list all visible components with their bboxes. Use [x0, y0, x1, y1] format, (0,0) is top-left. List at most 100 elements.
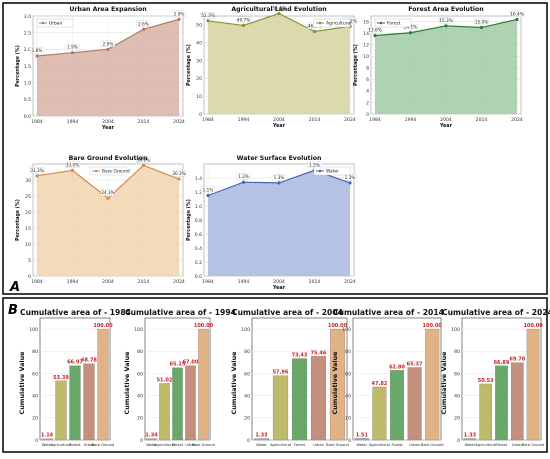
data-point [241, 180, 246, 184]
bar-value-label: 66.89 [494, 360, 510, 366]
x-tick-label: Water [42, 443, 53, 447]
legend-box [89, 166, 127, 176]
data-point [70, 168, 75, 172]
data-label-box [65, 43, 80, 51]
panel-b-frame [2, 297, 548, 453]
data-point [141, 163, 146, 167]
y-tick-label: 2.5 [24, 30, 31, 36]
data-point [277, 181, 281, 185]
data-label: 31.3% [30, 168, 43, 173]
y-tick-label: 20 [345, 416, 351, 422]
series-area [208, 170, 350, 276]
y-axis-label: Percentage (%) [186, 44, 192, 86]
x-tick-label: 2004 [102, 119, 114, 125]
y-tick-label: 16 [363, 20, 369, 26]
y-tick-label: 3.0 [24, 14, 31, 20]
x-tick-label: 1994 [238, 117, 250, 123]
y-tick-label: 100 [451, 327, 460, 333]
x-axis-label: Year [272, 123, 286, 129]
bar [272, 375, 289, 441]
y-tick-label: 14 [363, 31, 369, 37]
data-point [277, 11, 281, 16]
legend-box [36, 18, 74, 28]
bar [172, 367, 183, 441]
x-tick-label: Forest [69, 443, 81, 447]
area-chart-bare: 0 5 10 15 20 25 30 1984 1994 2004 2014 2024 31.3% 33.… [15, 155, 187, 285]
x-tick-label: Forest [172, 443, 184, 447]
x-tick-label: 2004 [440, 117, 452, 123]
bar [41, 438, 53, 441]
data-label-box [438, 17, 454, 24]
bar [185, 365, 196, 441]
legend-swatch-marker [318, 169, 322, 173]
data-label: 15.0% [475, 20, 488, 25]
x-tick-label: 2014 [476, 117, 488, 123]
y-tick-label: 10 [196, 94, 202, 100]
x-axis-label: Year [101, 125, 115, 131]
x-tick-label: Water [356, 443, 367, 447]
y-tick-label: 80 [345, 349, 351, 355]
y-tick-label: 10 [363, 54, 369, 60]
bar-value-label: 100.00 [328, 323, 348, 329]
data-label-box [136, 20, 151, 27]
legend-swatch-marker [379, 21, 383, 25]
y-tick-label: 40 [137, 393, 143, 399]
x-tick-label: Bare Ground [421, 443, 444, 447]
data-point [241, 23, 246, 28]
y-tick-label: 0 [457, 438, 460, 444]
data-point [312, 29, 317, 34]
x-tick-label: Urban [185, 443, 196, 447]
y-tick-label: 40 [345, 393, 351, 399]
panel-a-frame [2, 2, 548, 295]
y-tick-label: 60 [32, 371, 38, 377]
data-label-box [100, 189, 116, 196]
data-label-box [271, 4, 287, 12]
bar-value-label: 57.96 [273, 370, 289, 376]
data-label: 13.6% [368, 28, 381, 33]
panel-label-b: B [8, 303, 18, 318]
bar-value-label: 69.78 [509, 357, 525, 363]
data-label: 34.6% [137, 157, 150, 162]
y-tick-label: 1.2 [195, 190, 202, 196]
x-tick-label: 1984 [369, 117, 381, 123]
y-tick-label: 1.0 [195, 204, 202, 210]
x-tick-label: Forest [496, 443, 508, 447]
y-tick-label: 100 [342, 327, 351, 333]
y-tick-label: 2.0 [24, 47, 31, 53]
y-tick-label: 0 [140, 438, 143, 444]
x-tick-label: 2014 [309, 117, 321, 123]
y-tick-label: 20 [196, 76, 202, 82]
data-label: 24.3% [101, 190, 114, 195]
y-tick-label: 0 [247, 438, 250, 444]
panel-label-a: A [9, 280, 20, 295]
x-axis-label: Year [439, 123, 453, 129]
y-tick-label: 0.8 [195, 218, 202, 224]
chart-title: Bare Ground Evolution [69, 155, 148, 162]
y-axis-label: Cumulative Value [123, 351, 131, 415]
data-label: 1.8% [32, 48, 43, 53]
data-point [206, 193, 210, 198]
bar-value-label: 100.00 [423, 323, 443, 329]
x-tick-label: Urban [512, 443, 523, 447]
series-area [208, 13, 350, 114]
y-tick-label: 30 [196, 58, 202, 64]
bar [198, 328, 209, 441]
x-tick-label: 2024 [344, 279, 356, 285]
y-tick-label: 30 [25, 178, 31, 184]
chart-title: Urban Area Expansion [69, 6, 146, 13]
data-label-box [136, 156, 151, 163]
y-axis-label: Percentage (%) [353, 44, 359, 86]
data-label: 52.3% [201, 13, 214, 18]
y-axis-label: Cumulative Value [331, 351, 339, 415]
legend-label: Water [326, 169, 339, 175]
bar-chart-1984: 0 20 40 60 80 100 1.14 Water 53.39 Agricultural 66… [18, 308, 131, 447]
x-tick-label: 1994 [67, 279, 79, 285]
legend-label: Forest [387, 21, 401, 27]
bar-value-label: 50.53 [478, 378, 494, 384]
y-axis-label: Percentage (%) [15, 45, 21, 87]
bar-value-label: 62.80 [389, 364, 405, 370]
chart-title: Forest Area Evolution [408, 6, 483, 13]
y-tick-label: 100 [29, 327, 38, 333]
data-label-box [474, 18, 489, 26]
